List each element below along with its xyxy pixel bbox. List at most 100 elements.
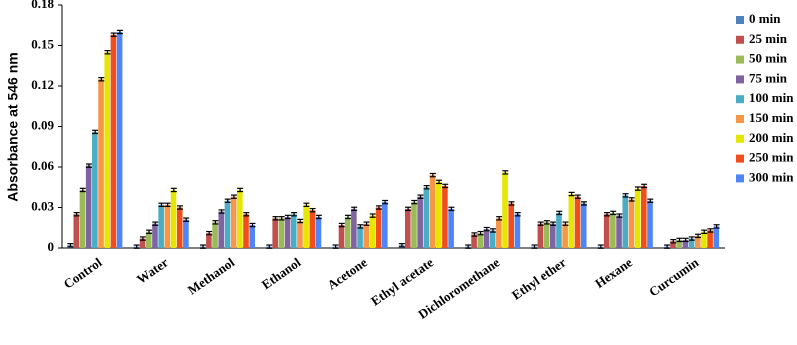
bar: [351, 208, 357, 248]
y-tick-label: 0.06: [31, 158, 54, 173]
y-axis-label: Absorbance at 546 nm: [5, 52, 21, 201]
bar: [603, 214, 610, 248]
legend-label: 0 min: [749, 11, 781, 26]
bar: [682, 239, 689, 248]
legend-label: 150 min: [749, 110, 794, 125]
y-tick-label: 0: [48, 239, 55, 254]
bar: [176, 207, 183, 248]
bar: [79, 189, 86, 248]
bar: [713, 226, 720, 248]
bar: [622, 195, 629, 248]
bar: [574, 196, 581, 248]
bar: [483, 229, 490, 248]
x-tick-label: Curcumin: [646, 254, 702, 299]
bar: [116, 32, 123, 248]
bar: [442, 185, 448, 248]
bar: [568, 194, 575, 248]
bar: [363, 223, 370, 248]
bar: [707, 230, 713, 248]
legend-label: 50 min: [749, 51, 788, 66]
bar: [104, 52, 111, 248]
legend-label: 100 min: [749, 90, 794, 105]
x-tick-label: Methanol: [185, 254, 238, 297]
bar: [514, 214, 521, 248]
x-tick-label: Ethyl acetate: [368, 254, 436, 308]
y-tick-label: 0.09: [31, 117, 54, 132]
legend-label: 200 min: [749, 130, 794, 145]
bar: [641, 185, 647, 248]
bar: [543, 222, 550, 248]
bar: [212, 222, 218, 248]
bar: [435, 181, 442, 248]
bar: [616, 215, 622, 248]
bar: [284, 216, 291, 248]
bar: [303, 204, 309, 248]
bar: [230, 196, 237, 248]
bar: [344, 216, 351, 248]
bar: [98, 79, 104, 248]
bar: [183, 219, 189, 248]
bar: [562, 223, 568, 248]
bar: [249, 225, 255, 248]
bar: [502, 172, 508, 248]
bar: [139, 238, 146, 248]
bar: [145, 231, 152, 248]
legend-label: 75 min: [749, 70, 788, 85]
x-tick-label: Ethanol: [259, 254, 304, 292]
bar: [278, 218, 285, 248]
bar: [309, 210, 316, 248]
legend-swatch: [736, 55, 744, 64]
bar: [489, 230, 496, 248]
bar: [701, 231, 707, 248]
x-tick-label: Ethyl ether: [509, 254, 569, 302]
bar: [152, 223, 158, 248]
bar: [85, 165, 92, 248]
bar: [508, 203, 515, 248]
bar: [477, 233, 484, 248]
bar: [411, 202, 417, 248]
bar: [580, 203, 587, 248]
bar: [297, 221, 303, 248]
bar: [496, 218, 502, 248]
bar: [429, 175, 436, 248]
legend-swatch: [736, 115, 744, 123]
bar: [688, 238, 695, 248]
bar: [224, 200, 231, 248]
bar: [647, 200, 653, 248]
bar: [610, 212, 616, 248]
bar: [670, 241, 676, 248]
bar: [272, 218, 278, 248]
legend-swatch: [736, 95, 744, 104]
y-tick-label: 0.03: [31, 198, 54, 213]
bar: [92, 131, 98, 248]
bar: [73, 214, 80, 248]
bar: [164, 204, 171, 248]
x-tick-label: Water: [134, 254, 171, 286]
legend-swatch: [736, 16, 744, 24]
bar: [369, 215, 376, 248]
y-tick-label: 0.18: [31, 0, 54, 11]
bar: [423, 187, 430, 248]
bar: [404, 208, 411, 248]
bar: [315, 216, 322, 248]
y-tick-label: 0.15: [31, 36, 54, 51]
legend-swatch: [736, 174, 744, 183]
bar: [549, 223, 556, 248]
x-tick-label: Acetone: [325, 254, 370, 292]
bar: [537, 223, 544, 248]
bar: [448, 208, 454, 248]
bar: [634, 188, 641, 248]
bar: [218, 211, 225, 248]
y-tick-label: 0.12: [31, 77, 54, 92]
bar: [338, 225, 345, 248]
bar: [237, 189, 243, 248]
bar: [375, 207, 382, 248]
legend-swatch: [736, 134, 744, 143]
legend-swatch: [736, 35, 744, 44]
bar: [110, 34, 117, 249]
bar: [290, 214, 297, 248]
bar: [694, 235, 701, 248]
bar: [628, 199, 635, 248]
bar: [382, 202, 388, 248]
